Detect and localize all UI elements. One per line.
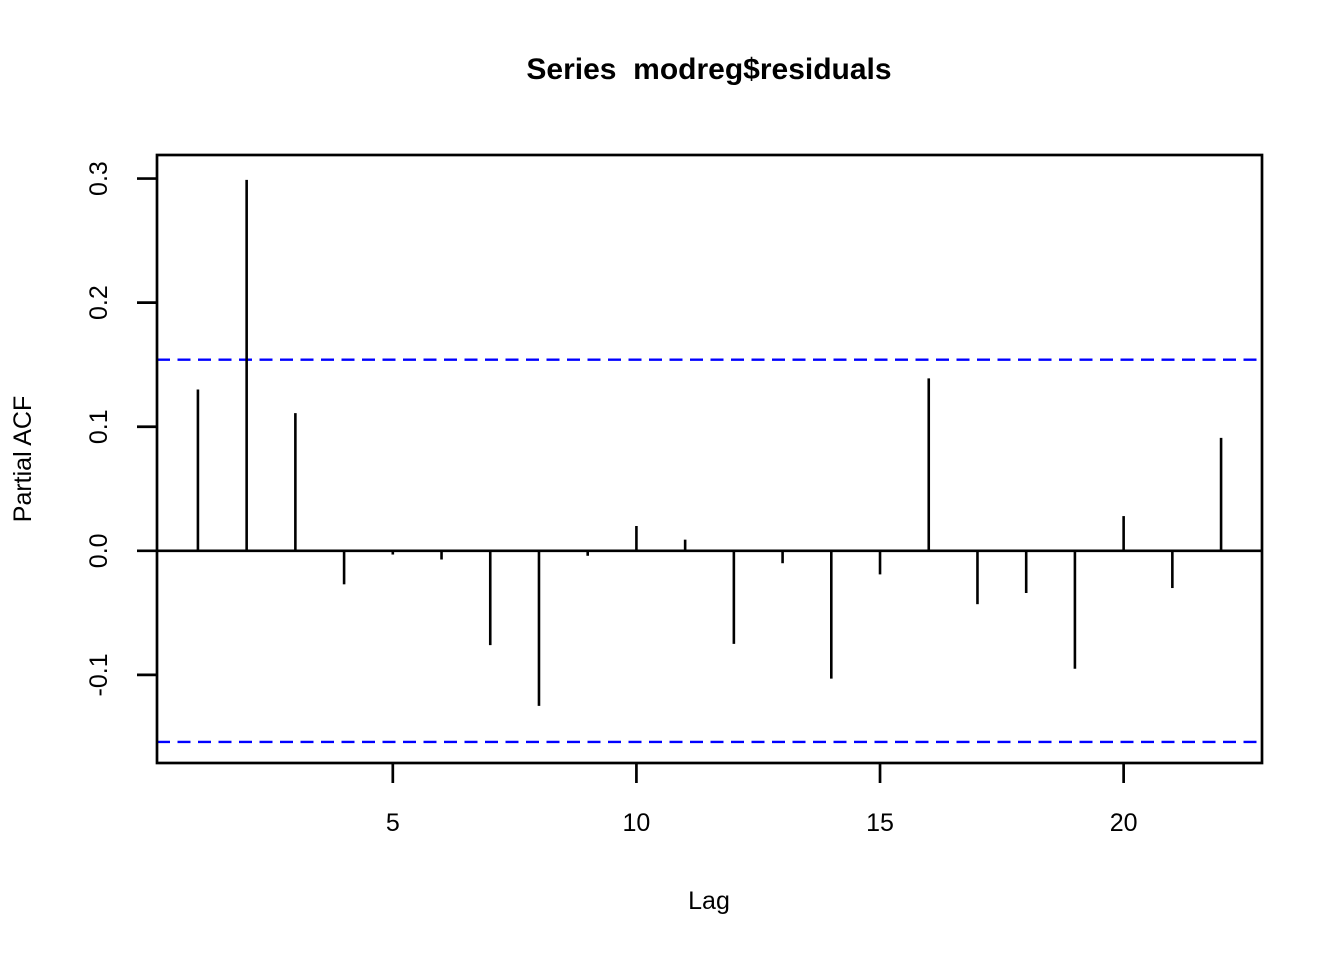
plot-title: Series modreg$residuals — [526, 53, 891, 86]
y-axis-ticks: 0.3 0.2 0.1 0.0 -0.1 — [85, 161, 157, 696]
x-tick-label: 5 — [386, 809, 400, 837]
x-axis-label: Lag — [688, 887, 730, 915]
y-tick-label: -0.1 — [85, 653, 113, 696]
pacf-stems — [196, 179, 1223, 706]
y-axis-label: Partial ACF — [9, 396, 37, 522]
x-axis-ticks: 5 10 15 20 — [386, 763, 1138, 837]
plot-box — [155, 153, 1264, 765]
y-tick-label: 0.3 — [85, 161, 113, 196]
y-tick-label: 0.0 — [85, 533, 113, 568]
x-tick-label: 20 — [1110, 809, 1138, 837]
plot-box-border — [155, 153, 1264, 765]
x-tick-label: 10 — [623, 809, 651, 837]
y-tick-label: 0.2 — [85, 285, 113, 320]
y-tick-label: 0.1 — [85, 409, 113, 444]
x-tick-label: 15 — [866, 809, 894, 837]
